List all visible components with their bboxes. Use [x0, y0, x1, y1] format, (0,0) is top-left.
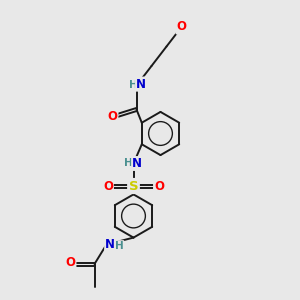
- Text: O: O: [65, 256, 76, 269]
- Text: O: O: [103, 179, 113, 193]
- Text: O: O: [107, 110, 118, 124]
- Text: O: O: [176, 20, 187, 34]
- Text: N: N: [136, 77, 146, 91]
- Text: N: N: [105, 238, 115, 251]
- Text: H: H: [129, 80, 138, 91]
- Text: N: N: [132, 157, 142, 170]
- Text: O: O: [154, 179, 164, 193]
- Text: H: H: [115, 241, 124, 251]
- Text: H: H: [124, 158, 133, 169]
- Text: S: S: [129, 179, 138, 193]
